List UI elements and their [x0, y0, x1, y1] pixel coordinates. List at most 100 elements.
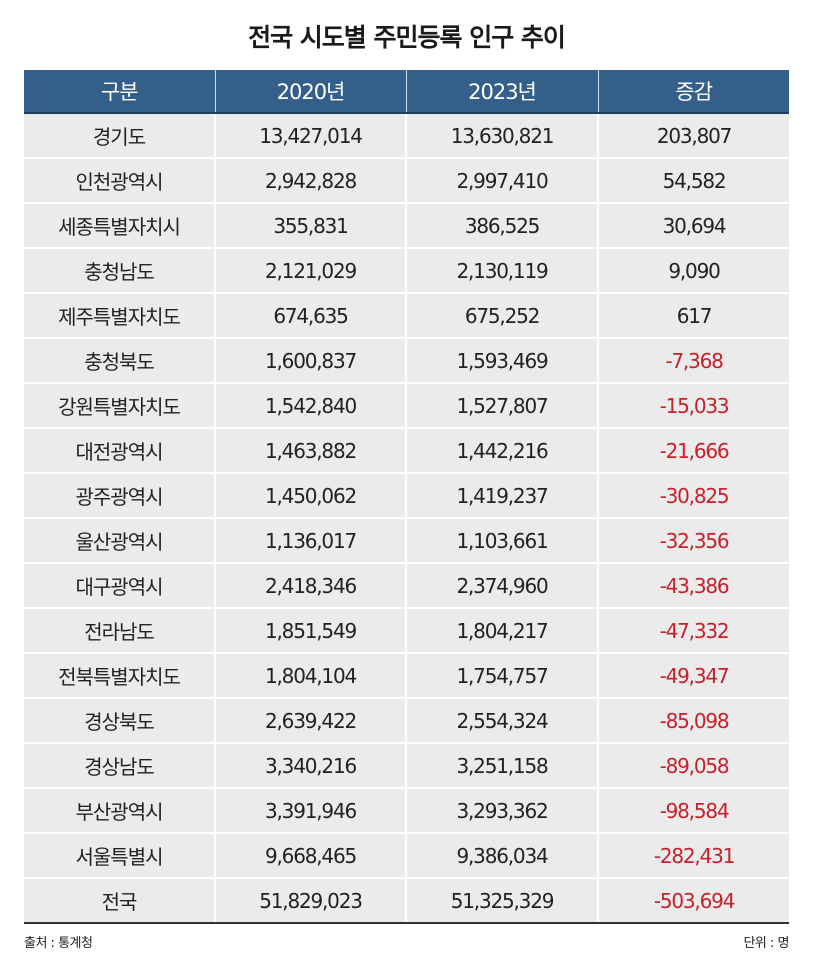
column-header-2023: 2023년	[405, 70, 598, 114]
population-2020-cell: 355,831	[214, 202, 406, 248]
region-cell: 경기도	[24, 113, 215, 158]
population-2023-cell: 2,130,119	[405, 247, 598, 293]
table-row: 광주광역시 1,450,062 1,419,237 -30,825	[24, 472, 789, 518]
population-2023-cell: 1,527,807	[405, 382, 598, 428]
table-row: 대구광역시 2,418,346 2,374,960 -43,386	[24, 562, 789, 608]
table-row: 강원특별자치도 1,542,840 1,527,807 -15,033	[24, 382, 789, 428]
table-row: 경상남도 3,340,216 3,251,158 -89,058	[24, 742, 789, 788]
table-row: 전라남도 1,851,549 1,804,217 -47,332	[24, 607, 789, 653]
population-2020-cell: 1,600,837	[214, 337, 406, 383]
source-note: 출처 : 통계청	[24, 936, 93, 951]
table-row: 전북특별자치도 1,804,104 1,754,757 -49,347	[24, 652, 789, 698]
change-cell: -7,368	[597, 337, 789, 383]
change-cell: 203,807	[597, 113, 789, 158]
region-cell: 전라남도	[24, 607, 215, 653]
population-2023-cell: 1,593,469	[405, 337, 598, 383]
change-cell: -282,431	[597, 832, 789, 878]
table-row: 충청북도 1,600,837 1,593,469 -7,368	[24, 337, 789, 383]
population-2020-cell: 3,391,946	[214, 787, 406, 833]
table-header: 구분 2020년 2023년 증감	[24, 70, 789, 114]
region-cell: 울산광역시	[24, 517, 215, 563]
change-cell: -47,332	[597, 607, 789, 653]
population-2020-cell: 1,136,017	[214, 517, 406, 563]
population-2023-cell: 3,293,362	[405, 787, 598, 833]
population-2023-cell: 1,419,237	[405, 472, 598, 518]
population-2020-cell: 2,418,346	[214, 562, 406, 608]
table-row: 서울특별시 9,668,465 9,386,034 -282,431	[24, 832, 789, 878]
region-cell: 대전광역시	[24, 427, 215, 473]
table-row: 대전광역시 1,463,882 1,442,216 -21,666	[24, 427, 789, 473]
region-cell: 충청남도	[24, 247, 215, 293]
change-cell: -49,347	[597, 652, 789, 698]
population-2023-cell: 9,386,034	[405, 832, 598, 878]
table-row: 충청남도 2,121,029 2,130,119 9,090	[24, 247, 789, 293]
table-row: 경기도 13,427,014 13,630,821 203,807	[24, 113, 789, 158]
region-cell: 경상남도	[24, 742, 215, 788]
column-header-2020: 2020년	[214, 70, 406, 114]
change-cell: 9,090	[597, 247, 789, 293]
region-cell: 전국	[24, 877, 215, 924]
page-title: 전국 시도별 주민등록 인구 추이	[248, 23, 566, 52]
population-2020-cell: 1,542,840	[214, 382, 406, 428]
change-cell: -503,694	[597, 877, 789, 924]
change-cell: -43,386	[597, 562, 789, 608]
population-2023-cell: 3,251,158	[405, 742, 598, 788]
population-table-container: 구분 2020년 2023년 증감 경기도 13,427,014 13,630,82…	[24, 70, 789, 924]
change-cell: -98,584	[597, 787, 789, 833]
unit-note: 단위 : 명	[743, 936, 789, 951]
region-cell: 서울특별시	[24, 832, 215, 878]
column-header-change: 증감	[597, 70, 789, 114]
region-cell: 부산광역시	[24, 787, 215, 833]
population-2023-cell: 51,325,329	[405, 877, 598, 924]
table-row: 인천광역시 2,942,828 2,997,410 54,582	[24, 157, 789, 203]
table-body: 경기도 13,427,014 13,630,821 203,807 인천광역시 2,942…	[24, 113, 789, 924]
column-header-region: 구분	[24, 70, 215, 114]
population-2023-cell: 13,630,821	[405, 113, 598, 158]
population-2020-cell: 3,340,216	[214, 742, 406, 788]
population-2020-cell: 1,851,549	[214, 607, 406, 653]
population-2023-cell: 386,525	[405, 202, 598, 248]
population-2020-cell: 1,450,062	[214, 472, 406, 518]
table-row-total: 전국 51,829,023 51,325,329 -503,694	[24, 877, 789, 924]
population-2020-cell: 2,121,029	[214, 247, 406, 293]
population-2020-cell: 1,804,104	[214, 652, 406, 698]
change-cell: 54,582	[597, 157, 789, 203]
change-cell: -30,825	[597, 472, 789, 518]
population-2020-cell: 2,639,422	[214, 697, 406, 743]
change-cell: -89,058	[597, 742, 789, 788]
population-2020-cell: 674,635	[214, 292, 406, 338]
population-2020-cell: 51,829,023	[214, 877, 406, 924]
population-2023-cell: 2,997,410	[405, 157, 598, 203]
region-cell: 세종특별자치시	[24, 202, 215, 248]
region-cell: 전북특별자치도	[24, 652, 215, 698]
table-row: 경상북도 2,639,422 2,554,324 -85,098	[24, 697, 789, 743]
region-cell: 경상북도	[24, 697, 215, 743]
population-2023-cell: 1,103,661	[405, 517, 598, 563]
table-row: 세종특별자치시 355,831 386,525 30,694	[24, 202, 789, 248]
population-2023-cell: 1,442,216	[405, 427, 598, 473]
region-cell: 인천광역시	[24, 157, 215, 203]
region-cell: 대구광역시	[24, 562, 215, 608]
table-row: 제주특별자치도 674,635 675,252 617	[24, 292, 789, 338]
change-cell: 30,694	[597, 202, 789, 248]
population-2023-cell: 675,252	[405, 292, 598, 338]
population-2020-cell: 2,942,828	[214, 157, 406, 203]
change-cell: -32,356	[597, 517, 789, 563]
population-2023-cell: 2,374,960	[405, 562, 598, 608]
change-cell: -85,098	[597, 697, 789, 743]
table-row: 울산광역시 1,136,017 1,103,661 -32,356	[24, 517, 789, 563]
population-2023-cell: 2,554,324	[405, 697, 598, 743]
population-2023-cell: 1,754,757	[405, 652, 598, 698]
region-cell: 광주광역시	[24, 472, 215, 518]
change-cell: 617	[597, 292, 789, 338]
population-2020-cell: 9,668,465	[214, 832, 406, 878]
header-row: 구분 2020년 2023년 증감	[24, 70, 789, 114]
population-2020-cell: 13,427,014	[214, 113, 406, 158]
change-cell: -15,033	[597, 382, 789, 428]
table-row: 부산광역시 3,391,946 3,293,362 -98,584	[24, 787, 789, 833]
region-cell: 충청북도	[24, 337, 215, 383]
population-2023-cell: 1,804,217	[405, 607, 598, 653]
region-cell: 강원특별자치도	[24, 382, 215, 428]
population-2020-cell: 1,463,882	[214, 427, 406, 473]
change-cell: -21,666	[597, 427, 789, 473]
